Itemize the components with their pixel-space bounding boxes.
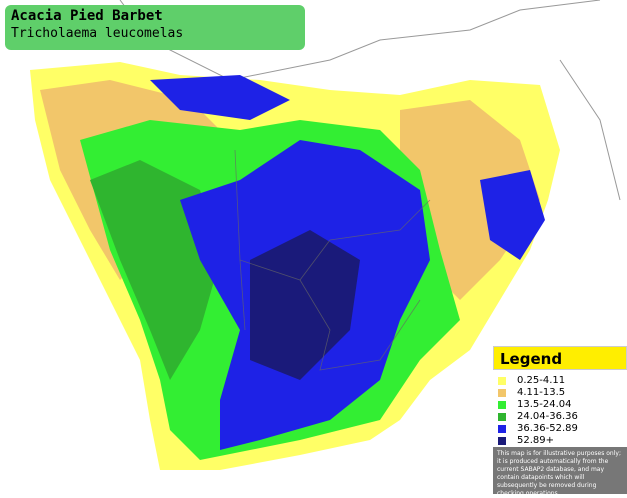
legend-item: 24.04-36.36 <box>495 411 627 423</box>
region-very-high <box>480 170 545 260</box>
legend-label: 36.36-52.89 <box>517 423 578 434</box>
title: Acacia Pied Barbet <box>11 8 163 24</box>
legend-item: 52.89+ <box>495 435 627 447</box>
legend-swatch <box>498 425 506 433</box>
legend-item: 36.36-52.89 <box>495 423 627 435</box>
legend-label: 4.11-13.5 <box>517 387 566 398</box>
legend-swatch <box>498 389 506 397</box>
legend-label: 52.89+ <box>517 435 555 446</box>
legend-swatch <box>498 413 506 421</box>
legend-title: Legend <box>493 346 627 370</box>
legend-label: 13.5-24.04 <box>517 399 572 410</box>
legend-items: 0.25-4.11 4.11-13.5 13.5-24.04 24.04-36.36 3… <box>493 370 627 447</box>
subtitle: Tricholaema leucomelas <box>11 26 184 41</box>
legend-item: 13.5-24.04 <box>495 399 627 411</box>
legend-label: 0.25-4.11 <box>517 375 566 386</box>
legend-swatch <box>498 377 506 385</box>
region-top <box>250 230 360 380</box>
legend-label: 24.04-36.36 <box>517 411 578 422</box>
legend-item: 0.25-4.11 <box>495 375 627 387</box>
legend: Legend 0.25-4.11 4.11-13.5 13.5-24.04 24.04… <box>493 346 627 497</box>
borders <box>234 149 431 371</box>
disclaimer: This map is for illustrative purposes on… <box>493 447 627 497</box>
legend-item: 4.11-13.5 <box>495 387 627 399</box>
title-box: Acacia Pied Barbet Tricholaema leucomela… <box>5 5 305 50</box>
region-very-high <box>150 75 290 120</box>
legend-swatch <box>498 401 506 409</box>
legend-swatch <box>498 437 506 445</box>
distribution <box>30 62 560 470</box>
